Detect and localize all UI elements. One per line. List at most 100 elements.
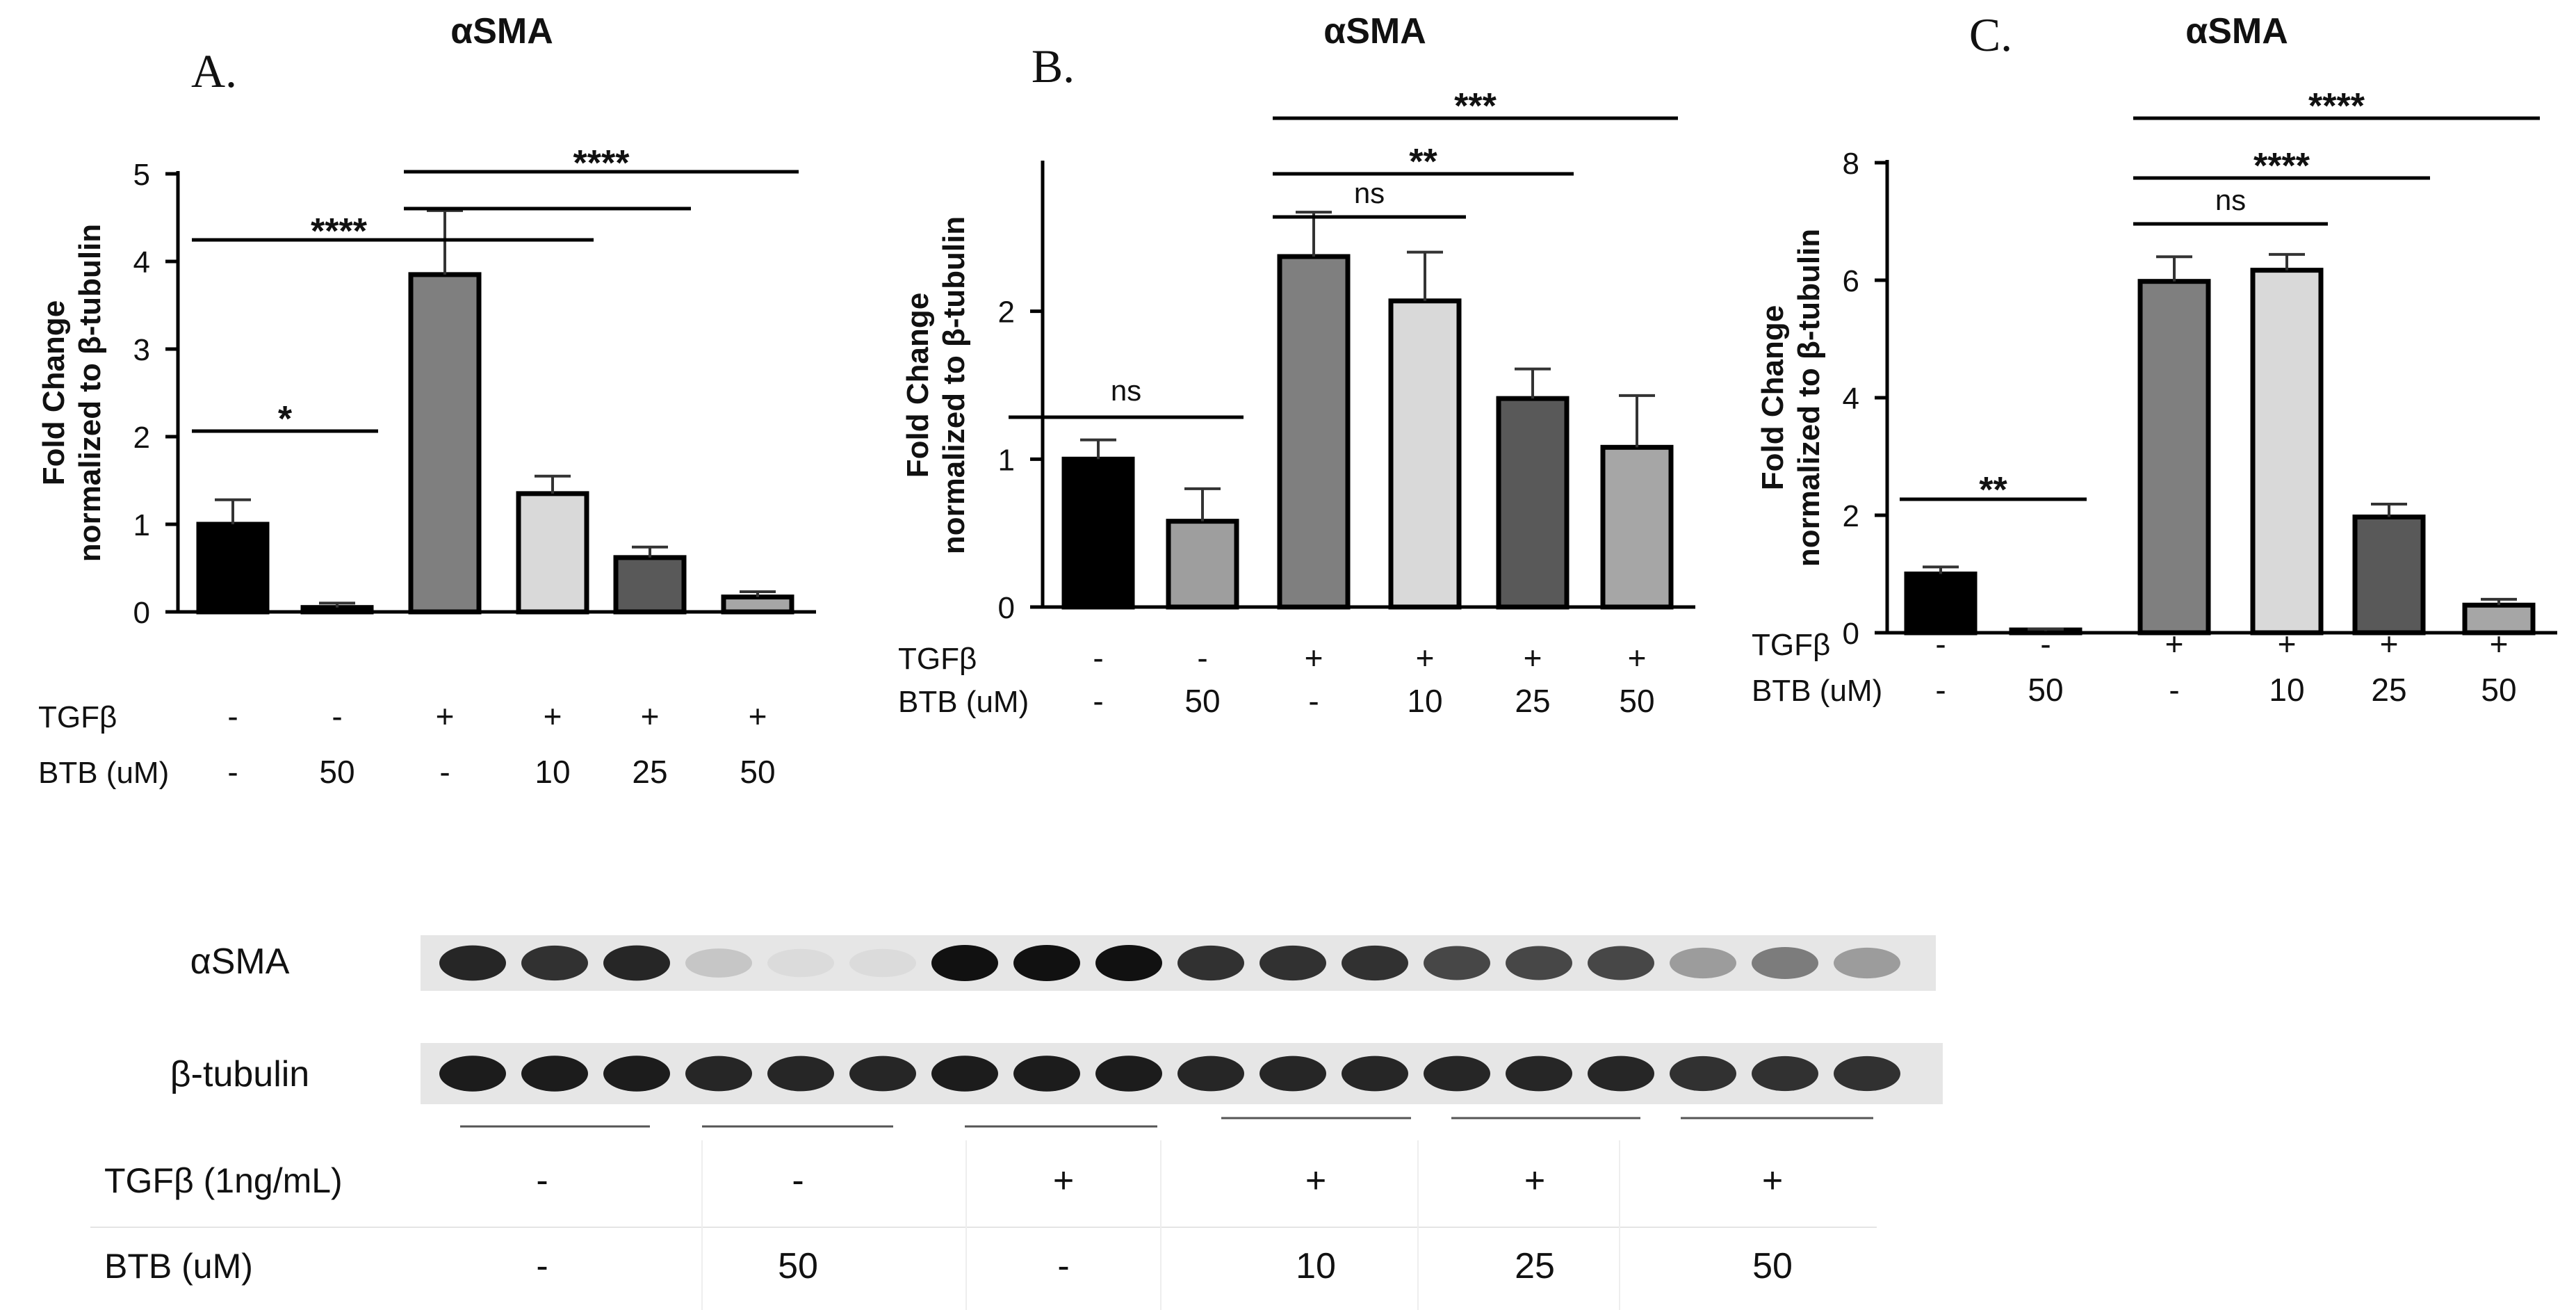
significance-bracket: **** (404, 143, 799, 184)
treatment-value: 10 (535, 754, 570, 790)
treatment-symbol: + (749, 698, 767, 734)
y-tick-label: 0 (1843, 617, 1859, 651)
blot-band (1752, 947, 1818, 979)
treatment-symbol: - (2040, 626, 2051, 662)
bar (613, 555, 687, 615)
blot-band (1506, 1056, 1572, 1092)
blot-band (1177, 945, 1244, 981)
error-bar (2028, 627, 2064, 631)
panel-label: A. (191, 45, 237, 97)
chart-title: αSMA (2185, 11, 2288, 51)
row-label: TGFβ (38, 700, 117, 734)
bar (196, 521, 270, 615)
treatment-value: 50 (2028, 672, 2063, 708)
blot-band (1013, 1056, 1080, 1092)
treatment-value: - (439, 754, 450, 790)
blot-band (1342, 945, 1408, 981)
blot-band (1670, 947, 1736, 979)
treatment-value: - (1308, 683, 1319, 719)
bar (1496, 396, 1570, 610)
bar (516, 491, 589, 615)
treatment-value: 25 (632, 754, 667, 790)
y-axis-label: normalized to β-tubulin (1792, 229, 1826, 567)
treatment-symbol: + (1524, 640, 1542, 676)
blot-band (1588, 946, 1654, 980)
blot-band (1095, 945, 1162, 981)
blot-row-label: β-tubulin (170, 1054, 309, 1094)
treatment-symbol: - (1935, 626, 1946, 662)
blot-band (1834, 1056, 1900, 1092)
blot-band (1260, 945, 1326, 981)
western-blot: αSMA β-tubulin TGFβ (1ng/mL) BTB (uM) - - + + + +… (90, 935, 1943, 1310)
treatment-value: 50 (319, 754, 354, 790)
y-tick-label: 1 (998, 443, 1015, 477)
significance-label: ** (1979, 470, 2007, 510)
blot-band (1506, 946, 1572, 980)
y-tick-label: 4 (1843, 382, 1859, 416)
significance-bracket: ns (1273, 177, 1466, 219)
bar (300, 605, 374, 615)
blot-band (521, 945, 588, 981)
error-bar (427, 209, 463, 275)
treatment-symbol: + (1305, 640, 1323, 676)
significance-bracket: ns (2133, 184, 2328, 226)
chart-title: αSMA (1323, 11, 1426, 51)
treatment-value: 25 (1515, 683, 1550, 719)
significance-bracket: ns (1009, 374, 1244, 419)
table-cell: - (536, 1246, 548, 1286)
blot-band (1177, 1056, 1244, 1092)
treatment-symbol: + (436, 698, 455, 734)
bar (1061, 456, 1135, 610)
bar (2250, 268, 2324, 636)
y-tick-label: 0 (998, 591, 1015, 625)
error-bar (1619, 394, 1655, 448)
treatment-symbol: + (1416, 640, 1435, 676)
significance-bracket: ** (1900, 470, 2087, 510)
error-bar (2156, 255, 2192, 282)
row-label: BTB (uM) (898, 685, 1029, 719)
table-row-label: BTB (uM) (104, 1247, 253, 1286)
table-cell: + (1762, 1161, 1783, 1201)
bar (2352, 515, 2426, 636)
error-bar (632, 545, 668, 558)
error-bar (2371, 502, 2407, 517)
blot-band (685, 948, 752, 978)
blot-band (1013, 945, 1080, 981)
blot-band (439, 1056, 506, 1092)
y-tick-label: 2 (1843, 499, 1859, 533)
error-bar (2269, 252, 2305, 270)
blot-band (1260, 1056, 1326, 1092)
treatment-value: 50 (1184, 683, 1220, 719)
significance-label: **** (2308, 86, 2365, 127)
bar (1277, 254, 1351, 610)
treatment-value: 50 (740, 754, 775, 790)
y-axis-label: normalized to β-tubulin (73, 224, 107, 562)
blot-band (603, 945, 670, 981)
treatment-value: 50 (2481, 672, 2516, 708)
treatment-symbol: + (2490, 626, 2509, 662)
significance-bracket: * (192, 399, 378, 439)
significance-bracket: **** (2133, 146, 2430, 186)
row-label: BTB (uM) (1752, 674, 1882, 708)
blot-band (1095, 1056, 1162, 1092)
significance-label: **** (2253, 146, 2310, 186)
table-cell: + (1524, 1161, 1545, 1201)
blot-band (1424, 946, 1490, 980)
significance-label: **** (311, 211, 368, 252)
y-axis-label: Fold Change (901, 293, 935, 478)
y-axis-label: Fold Change (1756, 305, 1790, 490)
error-bar (740, 590, 776, 597)
treatment-value: - (1935, 672, 1946, 708)
table-cell: 25 (1515, 1246, 1555, 1286)
treatment-symbol: + (1628, 640, 1647, 676)
treatment-symbol: + (2165, 626, 2184, 662)
blot-band (931, 945, 998, 981)
significance-bracket: ** (1273, 142, 1574, 182)
blot-row: αSMA (190, 935, 1936, 991)
y-tick-label: 0 (133, 596, 150, 630)
blot-band (849, 948, 916, 978)
significance-bracket: **** (2133, 86, 2540, 127)
bar (2137, 279, 2211, 636)
y-tick-label: 5 (133, 158, 150, 192)
